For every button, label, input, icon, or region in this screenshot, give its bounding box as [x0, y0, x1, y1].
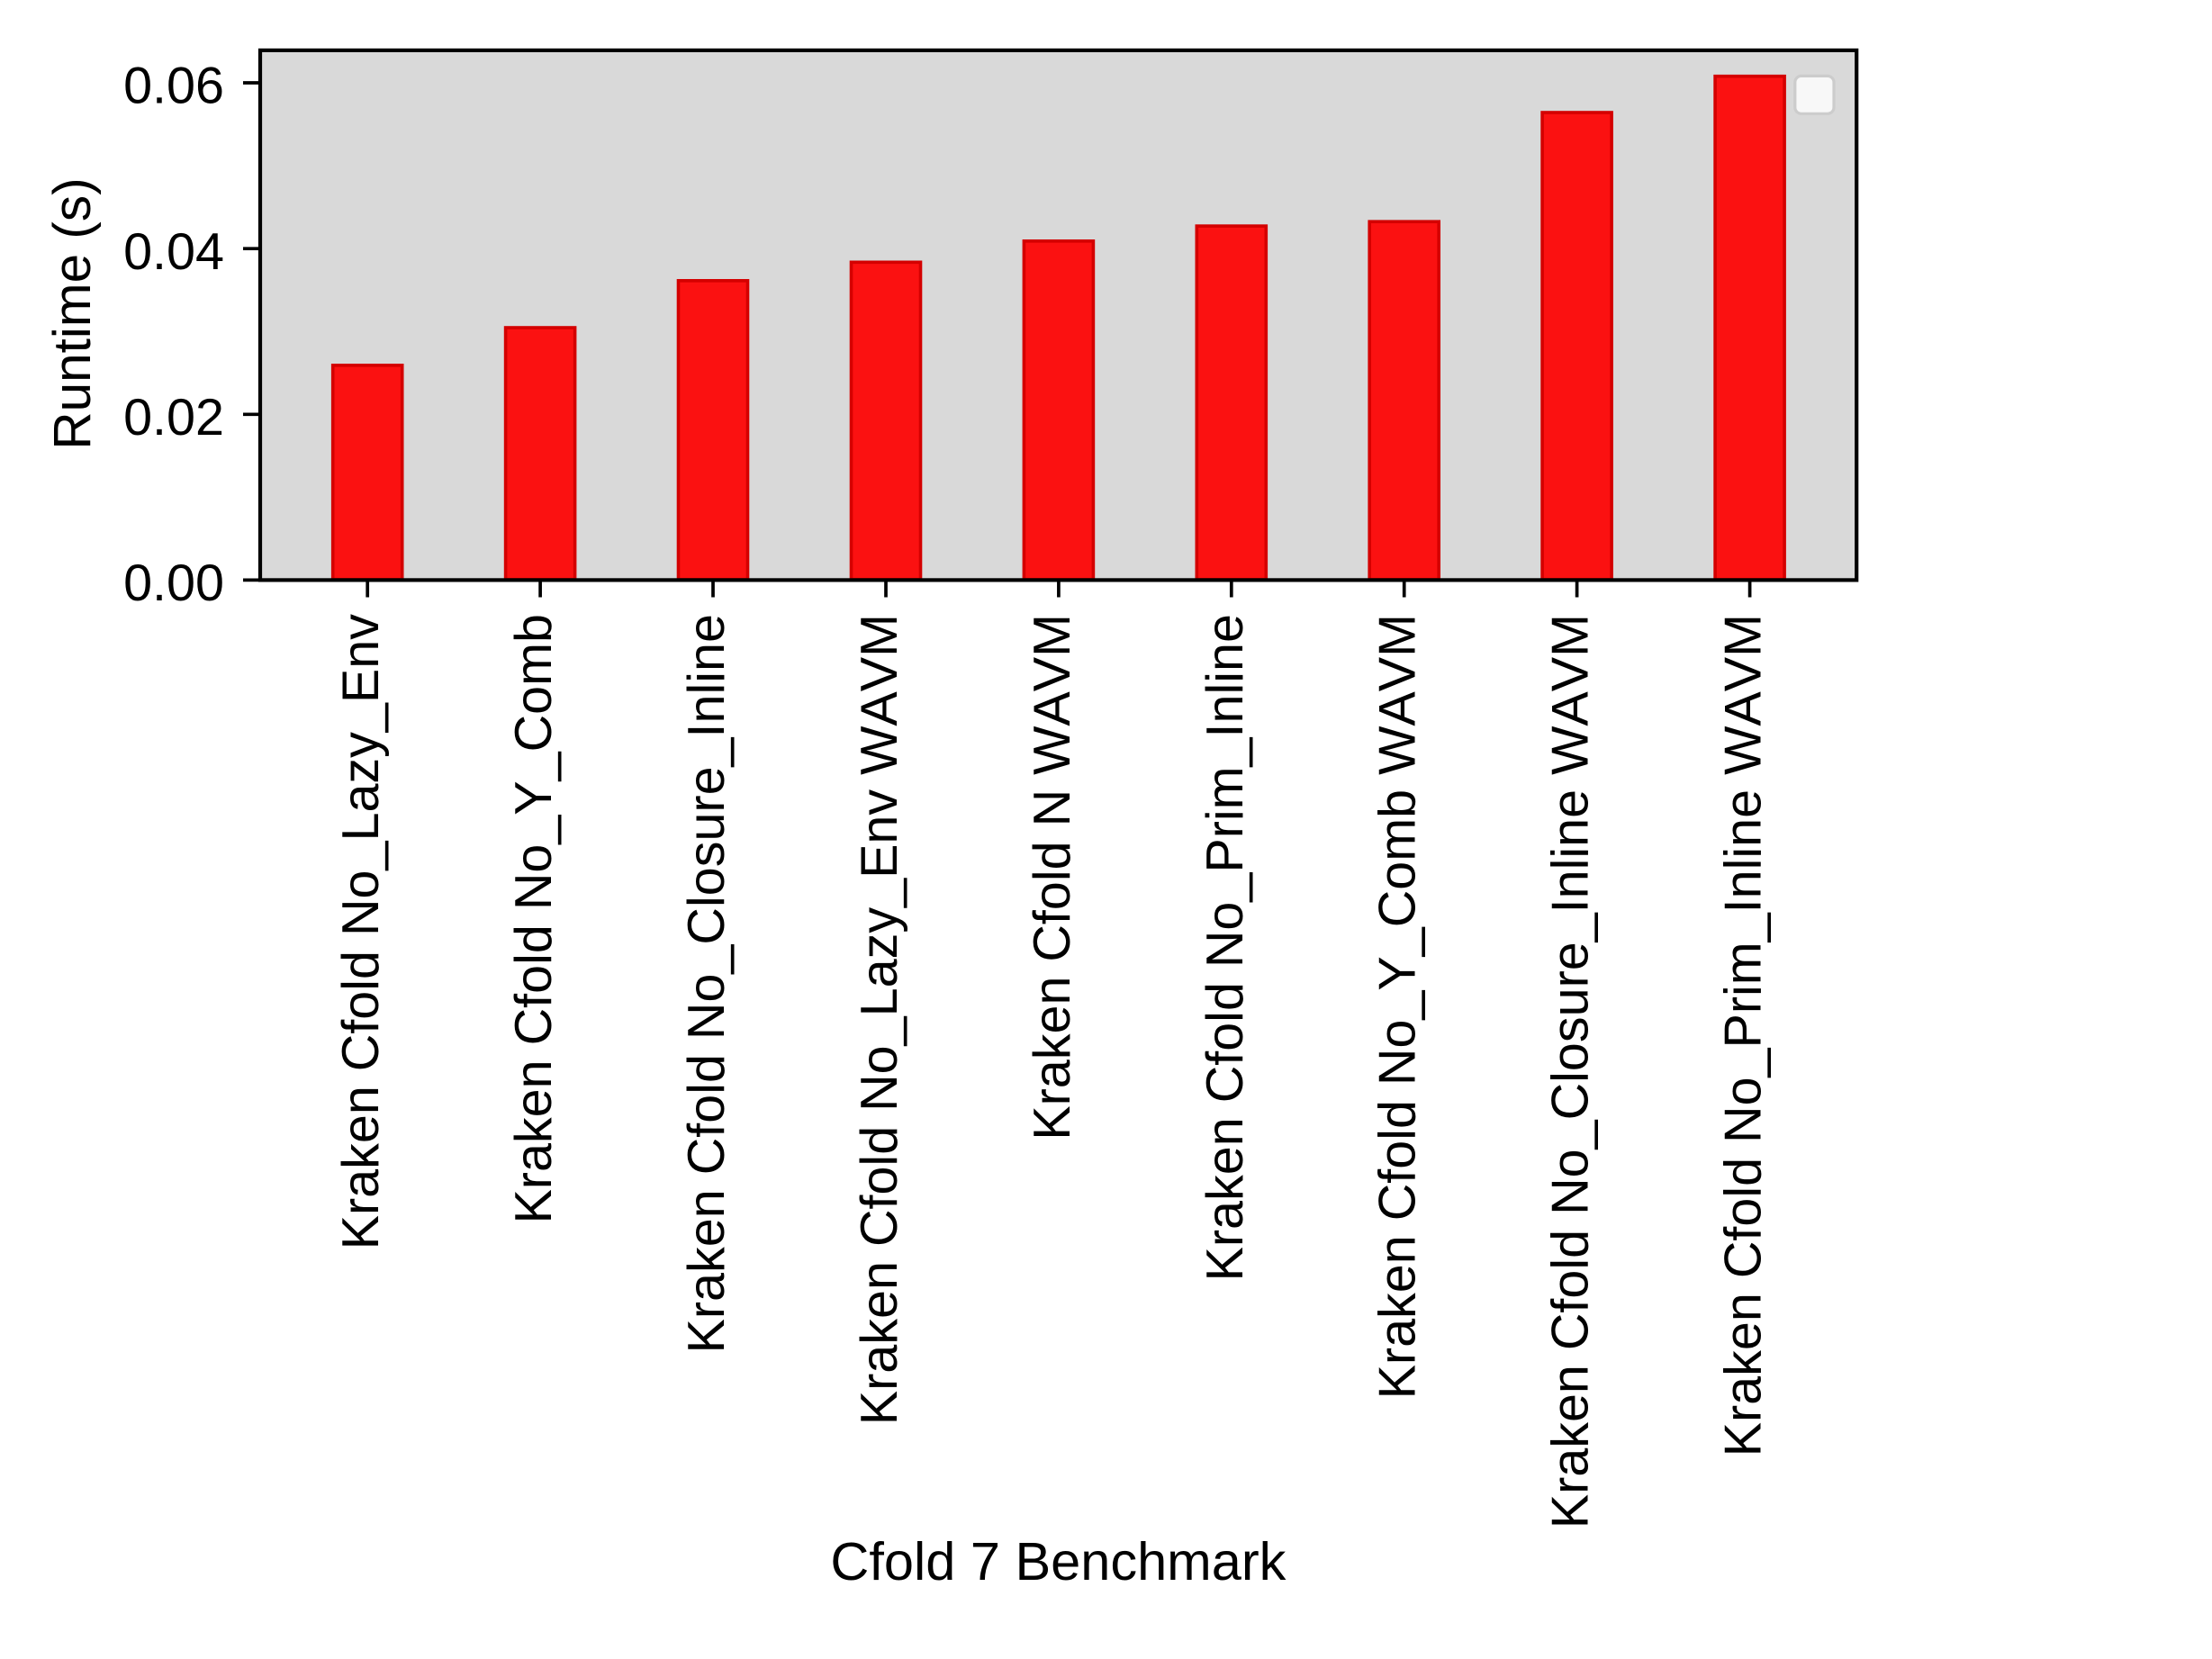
svg-text:Kraken Cfold No_Y_Comb WAVM: Kraken Cfold No_Y_Comb WAVM [1369, 614, 1427, 1399]
svg-text:Kraken Cfold No_Prim_Inline: Kraken Cfold No_Prim_Inline [1196, 614, 1254, 1281]
svg-text:0.00: 0.00 [123, 555, 224, 612]
svg-text:Runtime (s): Runtime (s) [43, 177, 102, 449]
svg-text:Kraken Cfold No_Y_Comb: Kraken Cfold No_Y_Comb [505, 614, 563, 1224]
svg-text:Kraken Cfold No_Closure_Inline: Kraken Cfold No_Closure_Inline [678, 614, 736, 1353]
svg-text:Kraken Cfold N WAVM: Kraken Cfold N WAVM [1024, 614, 1081, 1141]
svg-text:Kraken Cfold No_Lazy_Env WAVM: Kraken Cfold No_Lazy_Env WAVM [851, 614, 908, 1425]
svg-text:0.04: 0.04 [123, 223, 224, 281]
svg-text:Kraken Cfold No_Lazy_Env: Kraken Cfold No_Lazy_Env [332, 614, 390, 1250]
svg-text:Kraken Cfold No_Prim_Inline WA: Kraken Cfold No_Prim_Inline WAVM [1715, 614, 1773, 1456]
svg-text:Cfold 7 Benchmark: Cfold 7 Benchmark [830, 1531, 1286, 1591]
svg-text:0.06: 0.06 [123, 58, 224, 115]
svg-text:Kraken Cfold No_Closure_Inline: Kraken Cfold No_Closure_Inline WAVM [1542, 614, 1600, 1528]
svg-text:0.02: 0.02 [123, 389, 224, 446]
